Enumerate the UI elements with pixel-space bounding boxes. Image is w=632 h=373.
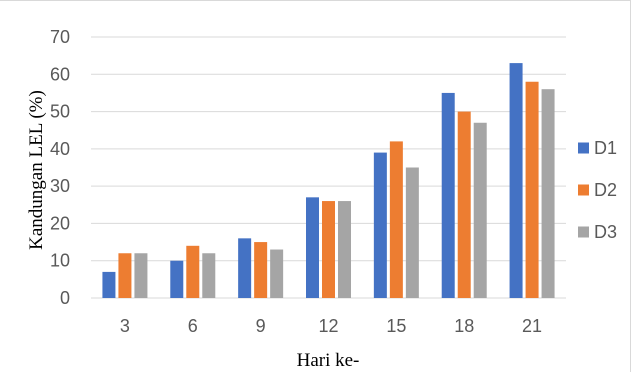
y-tick-label: 60	[50, 64, 70, 84]
x-tick-label: 3	[120, 316, 130, 336]
bar-d3-21	[541, 89, 555, 298]
bar-d3-3	[134, 253, 148, 298]
bar-d1-12	[306, 197, 319, 298]
bar-d2-6	[186, 245, 200, 298]
legend-label-d3: D3	[594, 222, 617, 242]
y-tick-label: 10	[50, 251, 70, 271]
bar-d2-3	[118, 253, 132, 298]
bar-d1-6	[170, 260, 184, 298]
bar-d2-21	[525, 81, 539, 298]
bar-d2-12	[322, 201, 335, 298]
bar-d1-3	[102, 271, 116, 298]
bar-d1-21	[509, 63, 523, 298]
y-tick-label: 30	[50, 176, 70, 196]
legend-swatch-d2	[578, 184, 589, 196]
x-tick-label: 6	[188, 316, 198, 336]
bar-d3-6	[202, 253, 216, 298]
bar-d2-15	[389, 141, 403, 298]
bar-d1-18	[441, 92, 455, 298]
y-tick-label: 40	[50, 139, 70, 159]
y-axis-title: Kandungan LEL (%)	[26, 90, 47, 250]
x-axis-title: Hari ke-	[297, 350, 360, 371]
bar-d1-15	[373, 152, 387, 298]
bar-d3-9	[270, 249, 284, 298]
bar-d3-18	[473, 122, 487, 298]
legend-swatch-d3	[578, 226, 589, 238]
y-tick-label: 70	[50, 27, 70, 47]
x-tick-label: 18	[454, 316, 474, 336]
bar-d2-18	[457, 111, 471, 298]
y-tick-label: 20	[50, 213, 70, 233]
x-tick-label: 15	[386, 316, 406, 336]
legend-swatch-d1	[578, 142, 589, 154]
x-axis-ticks: 3 6 9 12 15 18 21	[120, 316, 542, 336]
bar-d3-15	[405, 167, 419, 298]
bar-d1-9	[238, 238, 252, 298]
x-tick-label: 12	[318, 316, 338, 336]
y-tick-label: 0	[60, 288, 70, 308]
legend: D1 D2 D3	[578, 138, 617, 242]
legend-label-d2: D2	[594, 180, 617, 200]
y-axis-ticks: 0 10 20 30 40 50 60 70	[50, 27, 70, 308]
bars	[102, 63, 555, 298]
x-tick-label: 9	[256, 316, 266, 336]
legend-label-d1: D1	[594, 138, 617, 158]
bar-d2-9	[254, 242, 268, 298]
x-tick-label: 21	[522, 316, 542, 336]
bar-d3-12	[338, 201, 351, 298]
y-tick-label: 50	[50, 102, 70, 122]
